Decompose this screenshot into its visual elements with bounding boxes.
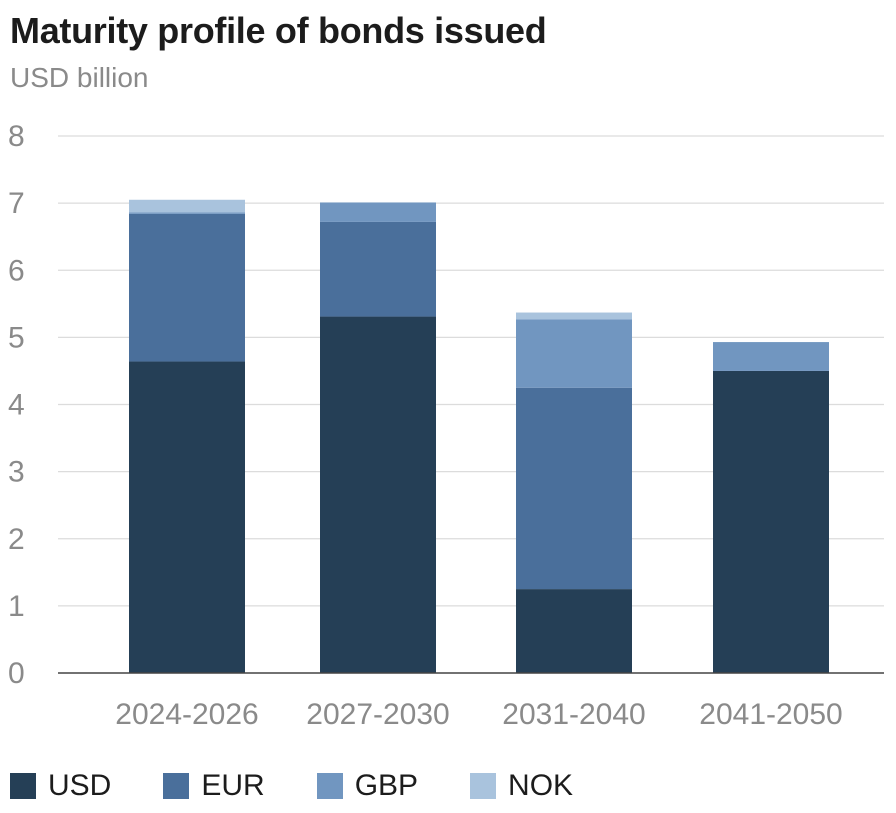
bar-usd-2027-2030	[320, 316, 436, 673]
y-tick-label: 5	[8, 321, 25, 354]
bar-eur-2031-2040	[516, 387, 632, 590]
y-tick-label: 4	[8, 389, 25, 422]
y-tick-label: 7	[8, 187, 25, 220]
y-tick-label: 1	[8, 590, 25, 623]
chart-title: Maturity profile of bonds issued	[10, 10, 547, 51]
bar-gbp-2024-2026	[129, 212, 245, 214]
bar-gbp-2027-2030	[320, 202, 436, 222]
legend-swatch	[316, 773, 343, 799]
legend-item-gbp: GBP	[316, 769, 419, 803]
legend-label: GBP	[354, 769, 419, 802]
y-tick-label: 3	[8, 456, 25, 489]
legend-item-usd: USD	[10, 769, 111, 803]
y-tick-label: 2	[8, 523, 25, 556]
bar-gbp-2031-2040	[516, 319, 632, 388]
legend-swatch	[470, 773, 497, 799]
x-tick-label: 2027-2030	[306, 698, 449, 731]
bar-usd-2024-2026	[129, 361, 245, 673]
bar-gbp-2041-2050	[713, 342, 829, 371]
y-tick-label: 8	[8, 120, 25, 153]
bar-usd-2031-2040	[516, 589, 632, 673]
bar-eur-2027-2030	[320, 221, 436, 317]
bar-nok-2024-2026	[129, 199, 245, 213]
legend-label: NOK	[508, 769, 574, 802]
legend-label: USD	[48, 769, 112, 802]
legend-swatch	[163, 773, 190, 799]
bar-eur-2024-2026	[129, 213, 245, 362]
x-tick-label: 2041-2050	[699, 698, 842, 731]
chart-legend: USD EUR GBP NOK	[10, 764, 625, 808]
y-tick-label: 6	[8, 254, 25, 287]
y-tick-label: 0	[8, 657, 25, 690]
chart-plot: 0 1 2 3 4 5 6 7 8 2024-2026 2027-2030 2031-2040 2041…	[8, 120, 884, 731]
x-tick-label: 2031-2040	[502, 698, 645, 731]
legend-item-nok: NOK	[470, 769, 573, 803]
legend-item-eur: EUR	[163, 769, 265, 803]
legend-label: EUR	[201, 769, 265, 802]
bar-usd-2041-2050	[713, 370, 829, 673]
chart-subtitle: USD billion	[10, 62, 149, 93]
x-tick-label: 2024-2026	[115, 698, 258, 731]
legend-swatch	[10, 773, 36, 799]
bar-nok-2031-2040	[516, 312, 632, 320]
